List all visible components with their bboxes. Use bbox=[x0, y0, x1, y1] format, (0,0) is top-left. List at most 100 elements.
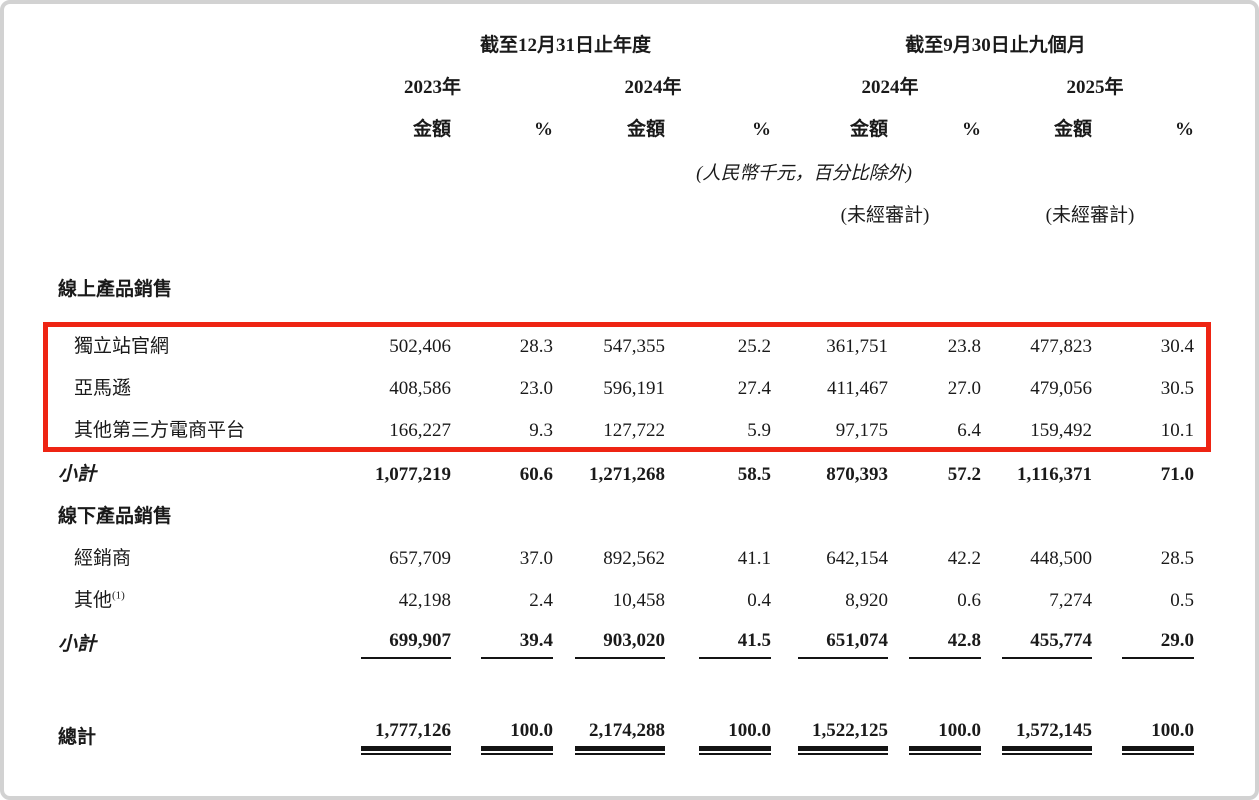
percent-cell: 0.4 bbox=[747, 589, 771, 611]
amount-header: 金額 bbox=[1053, 118, 1092, 140]
percent-cell: 29.0 bbox=[1092, 630, 1194, 659]
percent-header: % bbox=[962, 118, 981, 140]
amount-cell: 455,774 bbox=[981, 630, 1092, 659]
amount-header: 金額 bbox=[412, 118, 451, 140]
amount-cell: 1,116,371 bbox=[1017, 463, 1092, 485]
amount-cell: 870,393 bbox=[826, 463, 888, 485]
amount-cell: 10,458 bbox=[612, 589, 665, 611]
header-amount-percent: 金額 % 金額 % 金額 % 金額 % bbox=[56, 109, 1194, 151]
percent-cell: 25.2 bbox=[737, 335, 771, 357]
amount-cell: 42,198 bbox=[398, 589, 451, 611]
subtotal-row-online: 小計 1,077,219 60.6 1,271,268 58.5 870,393… bbox=[56, 454, 1194, 496]
percent-cell: 28.3 bbox=[519, 335, 553, 357]
amount-cell: 651,074 bbox=[771, 630, 888, 659]
amount-cell: 547,355 bbox=[603, 335, 665, 357]
amount-cell: 361,751 bbox=[826, 335, 888, 357]
amount-cell: 411,467 bbox=[826, 377, 888, 399]
percent-cell: 23.0 bbox=[519, 377, 553, 399]
percent-cell: 57.2 bbox=[947, 463, 981, 485]
percent-cell: 23.8 bbox=[947, 335, 981, 357]
year-header-2025: 2025年 bbox=[1066, 76, 1124, 98]
header-units-note-row: (人民幣千元，百分比除外) bbox=[56, 153, 1194, 195]
subtotal-label: 小計 bbox=[58, 463, 97, 485]
amount-cell: 479,056 bbox=[1030, 377, 1092, 399]
amount-header: 金額 bbox=[626, 118, 665, 140]
percent-cell: 100.0 bbox=[451, 720, 553, 755]
table-row-amazon: 亞馬遜 408,586 23.0 596,191 27.4 411,467 27… bbox=[56, 368, 1194, 410]
amount-header: 金額 bbox=[849, 118, 888, 140]
table-row-independent-site: 獨立站官網 502,406 28.3 547,355 25.2 361,751 … bbox=[56, 326, 1194, 368]
amount-cell: 903,020 bbox=[553, 630, 665, 659]
table-row-other-third-party: 其他第三方電商平台 166,227 9.3 127,722 5.9 97,175… bbox=[56, 410, 1194, 452]
amount-cell: 1,077,219 bbox=[375, 463, 451, 485]
percent-cell: 100.0 bbox=[665, 720, 771, 755]
section-header: 線上產品銷售 bbox=[58, 278, 173, 300]
units-note: (人民幣千元，百分比除外) bbox=[696, 163, 912, 184]
amount-cell: 657,709 bbox=[389, 547, 451, 569]
percent-header: % bbox=[1175, 118, 1194, 140]
amount-cell: 2,174,288 bbox=[553, 720, 665, 755]
section-row-online-sales: 線上產品銷售 bbox=[56, 269, 1194, 311]
amount-cell: 159,492 bbox=[1030, 419, 1092, 441]
header-years: 2023年 2024年 2024年 2025年 bbox=[56, 67, 1194, 109]
percent-cell: 100.0 bbox=[888, 720, 981, 755]
amount-cell: 127,722 bbox=[603, 419, 665, 441]
percent-cell: 28.5 bbox=[1160, 547, 1194, 569]
percent-cell: 71.0 bbox=[1160, 463, 1194, 485]
percent-cell: 6.4 bbox=[957, 419, 981, 441]
amount-cell: 596,191 bbox=[603, 377, 665, 399]
amount-cell: 7,274 bbox=[1049, 589, 1092, 611]
year-header-2024-9m: 2024年 bbox=[861, 76, 919, 98]
amount-cell: 1,271,268 bbox=[589, 463, 665, 485]
row-label: 亞馬遜 bbox=[74, 377, 132, 399]
percent-cell: 9.3 bbox=[529, 419, 553, 441]
revenue-table: 截至12月31日止年度 截至9月30日止九個月 2023年 2024年 2024… bbox=[56, 25, 1194, 759]
percent-cell: 2.4 bbox=[529, 589, 553, 611]
total-label: 總計 bbox=[58, 726, 97, 748]
row-label: 獨立站官網 bbox=[74, 335, 170, 357]
row-label: 其他第三方電商平台 bbox=[74, 419, 246, 441]
percent-cell: 0.6 bbox=[957, 589, 981, 611]
amount-cell: 97,175 bbox=[835, 419, 888, 441]
period-group-nine-month: 截至9月30日止九個月 bbox=[905, 34, 1086, 56]
percent-cell: 30.4 bbox=[1160, 335, 1194, 357]
percent-cell: 0.5 bbox=[1170, 589, 1194, 611]
amount-cell: 8,920 bbox=[845, 589, 888, 611]
unaudited-note-2025: (未經審計) bbox=[1045, 204, 1135, 226]
total-row: 總計 1,777,126 100.0 2,174,288 100.0 1,522… bbox=[56, 717, 1194, 759]
percent-cell: 58.5 bbox=[737, 463, 771, 485]
row-label: 經銷商 bbox=[74, 547, 132, 569]
amount-cell: 642,154 bbox=[826, 547, 888, 569]
percent-header: % bbox=[534, 118, 553, 140]
amount-cell: 1,572,145 bbox=[981, 720, 1092, 755]
header-unaudited-row: (未經審計) (未經審計) bbox=[56, 195, 1194, 237]
percent-cell: 27.4 bbox=[737, 377, 771, 399]
percent-cell: 27.0 bbox=[947, 377, 981, 399]
percent-cell: 5.9 bbox=[747, 419, 771, 441]
percent-cell: 41.5 bbox=[665, 630, 771, 659]
percent-cell: 42.8 bbox=[888, 630, 981, 659]
amount-cell: 1,777,126 bbox=[346, 720, 451, 755]
percent-cell: 42.2 bbox=[947, 547, 981, 569]
unaudited-note-2024: (未經審計) bbox=[840, 204, 930, 226]
percent-cell: 60.6 bbox=[519, 463, 553, 485]
year-header-2024: 2024年 bbox=[624, 76, 682, 98]
subtotal-label: 小計 bbox=[58, 633, 97, 655]
amount-cell: 408,586 bbox=[389, 377, 451, 399]
period-group-annual: 截至12月31日止年度 bbox=[479, 34, 651, 56]
footnote-marker: (1) bbox=[112, 589, 125, 602]
subtotal-row-offline: 小計 699,907 39.4 903,020 41.5 651,074 42.… bbox=[56, 624, 1194, 666]
row-label: 其他(1) bbox=[74, 589, 125, 611]
amount-cell: 892,562 bbox=[603, 547, 665, 569]
percent-cell: 100.0 bbox=[1092, 720, 1194, 755]
section-row-offline-sales: 線下產品銷售 bbox=[56, 496, 1194, 538]
header-period-groups: 截至12月31日止年度 截至9月30日止九個月 bbox=[56, 25, 1194, 67]
table-row-distributors: 經銷商 657,709 37.0 892,562 41.1 642,154 42… bbox=[56, 538, 1194, 580]
amount-cell: 1,522,125 bbox=[771, 720, 888, 755]
amount-cell: 448,500 bbox=[1030, 547, 1092, 569]
amount-cell: 166,227 bbox=[389, 419, 451, 441]
percent-header: % bbox=[752, 118, 771, 140]
amount-cell: 502,406 bbox=[389, 335, 451, 357]
percent-cell: 37.0 bbox=[519, 547, 553, 569]
